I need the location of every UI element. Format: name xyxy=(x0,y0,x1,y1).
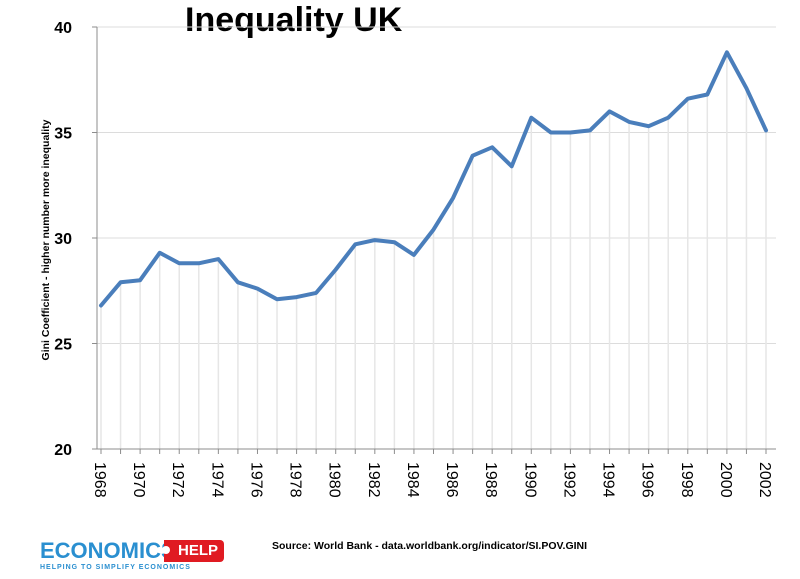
x-tick-label: 1990 xyxy=(521,462,538,498)
x-tick-label: 1968 xyxy=(91,462,108,498)
x-tick-label: 1992 xyxy=(560,462,577,498)
x-tick-label: 1982 xyxy=(365,462,382,498)
logo-wordmark: ECONOMICS xyxy=(40,538,176,563)
chart-title: Inequality UK xyxy=(185,1,403,39)
x-tick-label: 1996 xyxy=(639,462,656,498)
y-tick-label: 35 xyxy=(54,126,72,143)
series-line xyxy=(99,50,768,308)
x-tick-label: 2002 xyxy=(756,462,773,498)
x-tick-label: 1970 xyxy=(130,462,147,498)
y-tick-label: 20 xyxy=(54,442,72,459)
x-tick-label: 1994 xyxy=(600,462,617,498)
source-note: Source: World Bank - data.worldbank.org/… xyxy=(272,540,588,552)
x-tick-label: 1998 xyxy=(678,462,695,498)
economics-help-logo: ECONOMICS HELP HELPING TO SIMPLIFY ECONO… xyxy=(40,536,250,576)
x-tick-label: 2000 xyxy=(717,462,734,498)
y-tick-label: 40 xyxy=(54,20,72,37)
logo-tagline: HELPING TO SIMPLIFY ECONOMICS xyxy=(40,564,191,571)
x-tick-label: 1988 xyxy=(482,462,499,498)
x-tick-label: 1976 xyxy=(247,462,264,498)
logo-dot-icon xyxy=(162,546,170,554)
x-tick-label: 1986 xyxy=(443,462,460,498)
x-tick-label: 1980 xyxy=(326,462,343,498)
x-tick-label: 1972 xyxy=(169,462,186,498)
x-tick-label: 1974 xyxy=(208,462,225,498)
y-tick-label: 30 xyxy=(54,231,72,248)
x-tick-label: 1984 xyxy=(404,462,421,498)
logo-badge: HELP xyxy=(164,540,225,562)
x-tick-label: 1978 xyxy=(287,462,304,498)
y-tick-label: 25 xyxy=(54,337,72,354)
line-chart: 20 25 30 35 40 1968 1970 1972 1974 1976 1978 1980 19… xyxy=(54,20,776,498)
